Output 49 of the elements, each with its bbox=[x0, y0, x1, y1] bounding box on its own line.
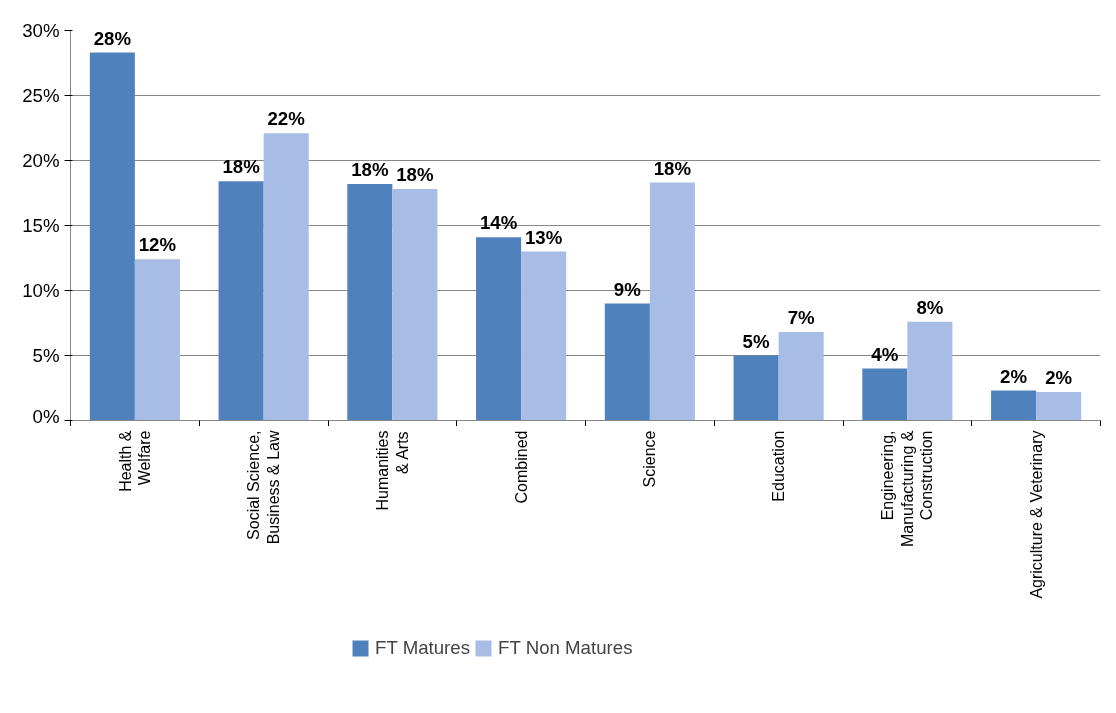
bar bbox=[862, 368, 908, 421]
y-tick-label: 10% bbox=[22, 280, 60, 301]
bar bbox=[649, 182, 695, 421]
data-label: 22% bbox=[267, 108, 306, 130]
data-label: 2% bbox=[1045, 366, 1073, 388]
bar bbox=[476, 237, 522, 421]
y-tick-label: 15% bbox=[22, 215, 60, 236]
x-tick-label: Humanities & Arts bbox=[374, 430, 411, 511]
data-label: 18% bbox=[222, 156, 261, 178]
bar bbox=[521, 251, 567, 421]
data-label: 13% bbox=[524, 226, 563, 248]
bar bbox=[1036, 391, 1082, 421]
y-tick-label: 5% bbox=[32, 345, 60, 366]
x-tick-label: Agriculture & Veterinary bbox=[1027, 430, 1045, 599]
data-label: 28% bbox=[93, 27, 132, 49]
bar bbox=[134, 259, 180, 421]
data-label: 8% bbox=[916, 296, 944, 318]
data-label: 4% bbox=[871, 343, 899, 365]
y-tick-label: 30% bbox=[22, 20, 60, 41]
x-tick-label: Science bbox=[641, 430, 659, 488]
data-label: 7% bbox=[787, 307, 816, 329]
x-tick-label: Education bbox=[770, 430, 788, 502]
x-tick-label: Engineering, Manufacturing & Construction bbox=[879, 430, 936, 548]
bar bbox=[89, 52, 135, 421]
data-label: 2% bbox=[1000, 365, 1028, 387]
bar bbox=[733, 355, 779, 421]
data-label: 18% bbox=[351, 158, 389, 180]
data-label: 18% bbox=[396, 164, 434, 186]
bar bbox=[263, 133, 309, 421]
y-tick-label: 25% bbox=[22, 85, 60, 106]
data-label: 12% bbox=[138, 234, 177, 256]
legend-label: FT Matures bbox=[375, 637, 471, 659]
bar bbox=[991, 390, 1037, 421]
bar bbox=[218, 181, 264, 421]
bar bbox=[347, 183, 393, 421]
x-tick-label: Health & Welfare bbox=[116, 430, 154, 492]
x-tick-label: Combined bbox=[512, 430, 530, 504]
bar bbox=[778, 332, 824, 421]
data-label: 9% bbox=[613, 278, 642, 300]
y-tick-label: 20% bbox=[22, 150, 60, 171]
x-tick-label: Social Science, Business & Law bbox=[245, 430, 282, 545]
y-tick-label: 0% bbox=[32, 405, 60, 427]
data-label: 14% bbox=[479, 212, 518, 234]
legend-label: FT Non Matures bbox=[498, 637, 633, 659]
bar bbox=[907, 321, 953, 421]
data-label: 18% bbox=[653, 157, 692, 179]
data-label: 5% bbox=[742, 330, 770, 352]
bar bbox=[604, 303, 650, 421]
bar bbox=[392, 189, 438, 421]
